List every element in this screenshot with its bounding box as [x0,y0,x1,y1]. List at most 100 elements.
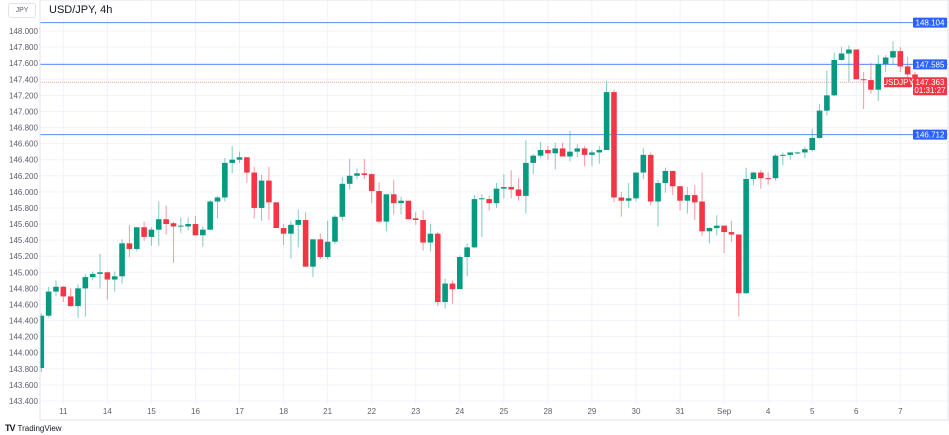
candle-body [802,149,808,153]
candle [192,215,199,236]
candle [427,224,434,252]
candle [860,72,867,110]
candle [126,224,133,258]
y-tick-label: 146.800 [9,124,38,133]
candle [633,172,639,202]
candle [280,224,287,245]
candle-body [405,200,412,220]
candle [721,225,727,253]
candle [743,167,749,295]
candle-body [508,187,514,190]
candle [794,151,801,155]
y-tick-label: 144.400 [9,317,38,326]
candle [398,196,404,215]
candle [185,217,191,231]
candle [60,285,67,303]
price-axis[interactable]: 148.000 147.800 147.600 147.400 147.200 147.0… [9,27,38,406]
x-tick-label: 25 [499,407,508,416]
candle [897,47,904,73]
x-tick-label: 16 [191,407,200,416]
candle-body [229,159,235,163]
candle [75,284,81,319]
candle-body [148,229,155,237]
y-tick-label: 147.200 [9,91,38,100]
candle [405,200,412,220]
candle-body [163,219,169,225]
candle [515,178,522,201]
candle-body [501,187,507,189]
candle [486,195,492,211]
candle [669,170,676,196]
candle [618,191,625,217]
candle-body [772,155,779,179]
candle [53,280,59,297]
candle [787,152,793,160]
candle [603,80,610,151]
candle-body [699,201,705,232]
candle [750,171,757,186]
x-tick-label: 5 [810,407,815,416]
price-line-label-bg [913,17,947,28]
candle-body [574,148,581,152]
tradingview-logo[interactable]: TV TradingView [5,423,62,433]
candle-body [824,95,830,111]
candle-body [170,223,177,227]
candle [170,221,177,263]
candle-body [735,234,742,294]
candle-body [192,224,199,236]
candle [728,220,735,242]
y-tick-label: 146.200 [9,172,38,181]
candle [838,47,845,61]
y-tick-label: 145.400 [9,236,38,245]
candle [354,168,360,179]
candle [581,146,588,167]
candle [846,45,852,82]
candle [655,179,661,227]
candle [449,280,456,304]
candle [89,271,96,281]
candle-body [904,66,911,75]
candle-body [390,194,397,204]
candle-body [398,200,404,204]
y-tick-label: 146.600 [9,140,38,149]
candle-body [794,152,801,154]
candle [332,215,338,245]
candle [882,55,889,73]
candle [111,271,118,292]
candle-body [669,170,676,187]
x-tick-label: 15 [147,407,156,416]
candle [706,227,713,244]
candle [104,271,111,300]
y-tick-label: 143.800 [9,365,38,374]
candle-body [346,175,353,184]
candle-body [493,188,500,204]
candle-body [302,220,309,267]
candle-body [713,225,720,229]
symbol-tag: USDJPY [882,78,914,87]
price-axis-bg [0,0,40,420]
currency-button[interactable]: JPY [8,3,36,18]
price-line-label-bg [913,59,947,70]
y-tick-label: 148.000 [9,27,38,36]
candle [758,170,764,189]
candle [317,233,324,260]
time-axis[interactable]: 11 14 15 16 17 18 21 22 23 24 25 28 29 30 31 Sep 4 5 6 7 [59,407,903,416]
candle-body [141,227,147,237]
candle [97,253,103,289]
candle [273,202,280,229]
y-tick-label: 147.600 [9,59,38,68]
candle-body [442,283,448,303]
candle [890,41,896,65]
candle-body [420,220,426,243]
candle-body [479,198,485,200]
candle-body [97,272,103,274]
candle [266,166,272,221]
grid [40,0,948,404]
candle [82,273,89,317]
y-tick-label: 144.800 [9,284,38,293]
y-tick-label: 147.400 [9,75,38,84]
x-tick-label: 6 [854,407,859,416]
candle-body [662,170,669,184]
current-price-label-bg [913,77,947,96]
